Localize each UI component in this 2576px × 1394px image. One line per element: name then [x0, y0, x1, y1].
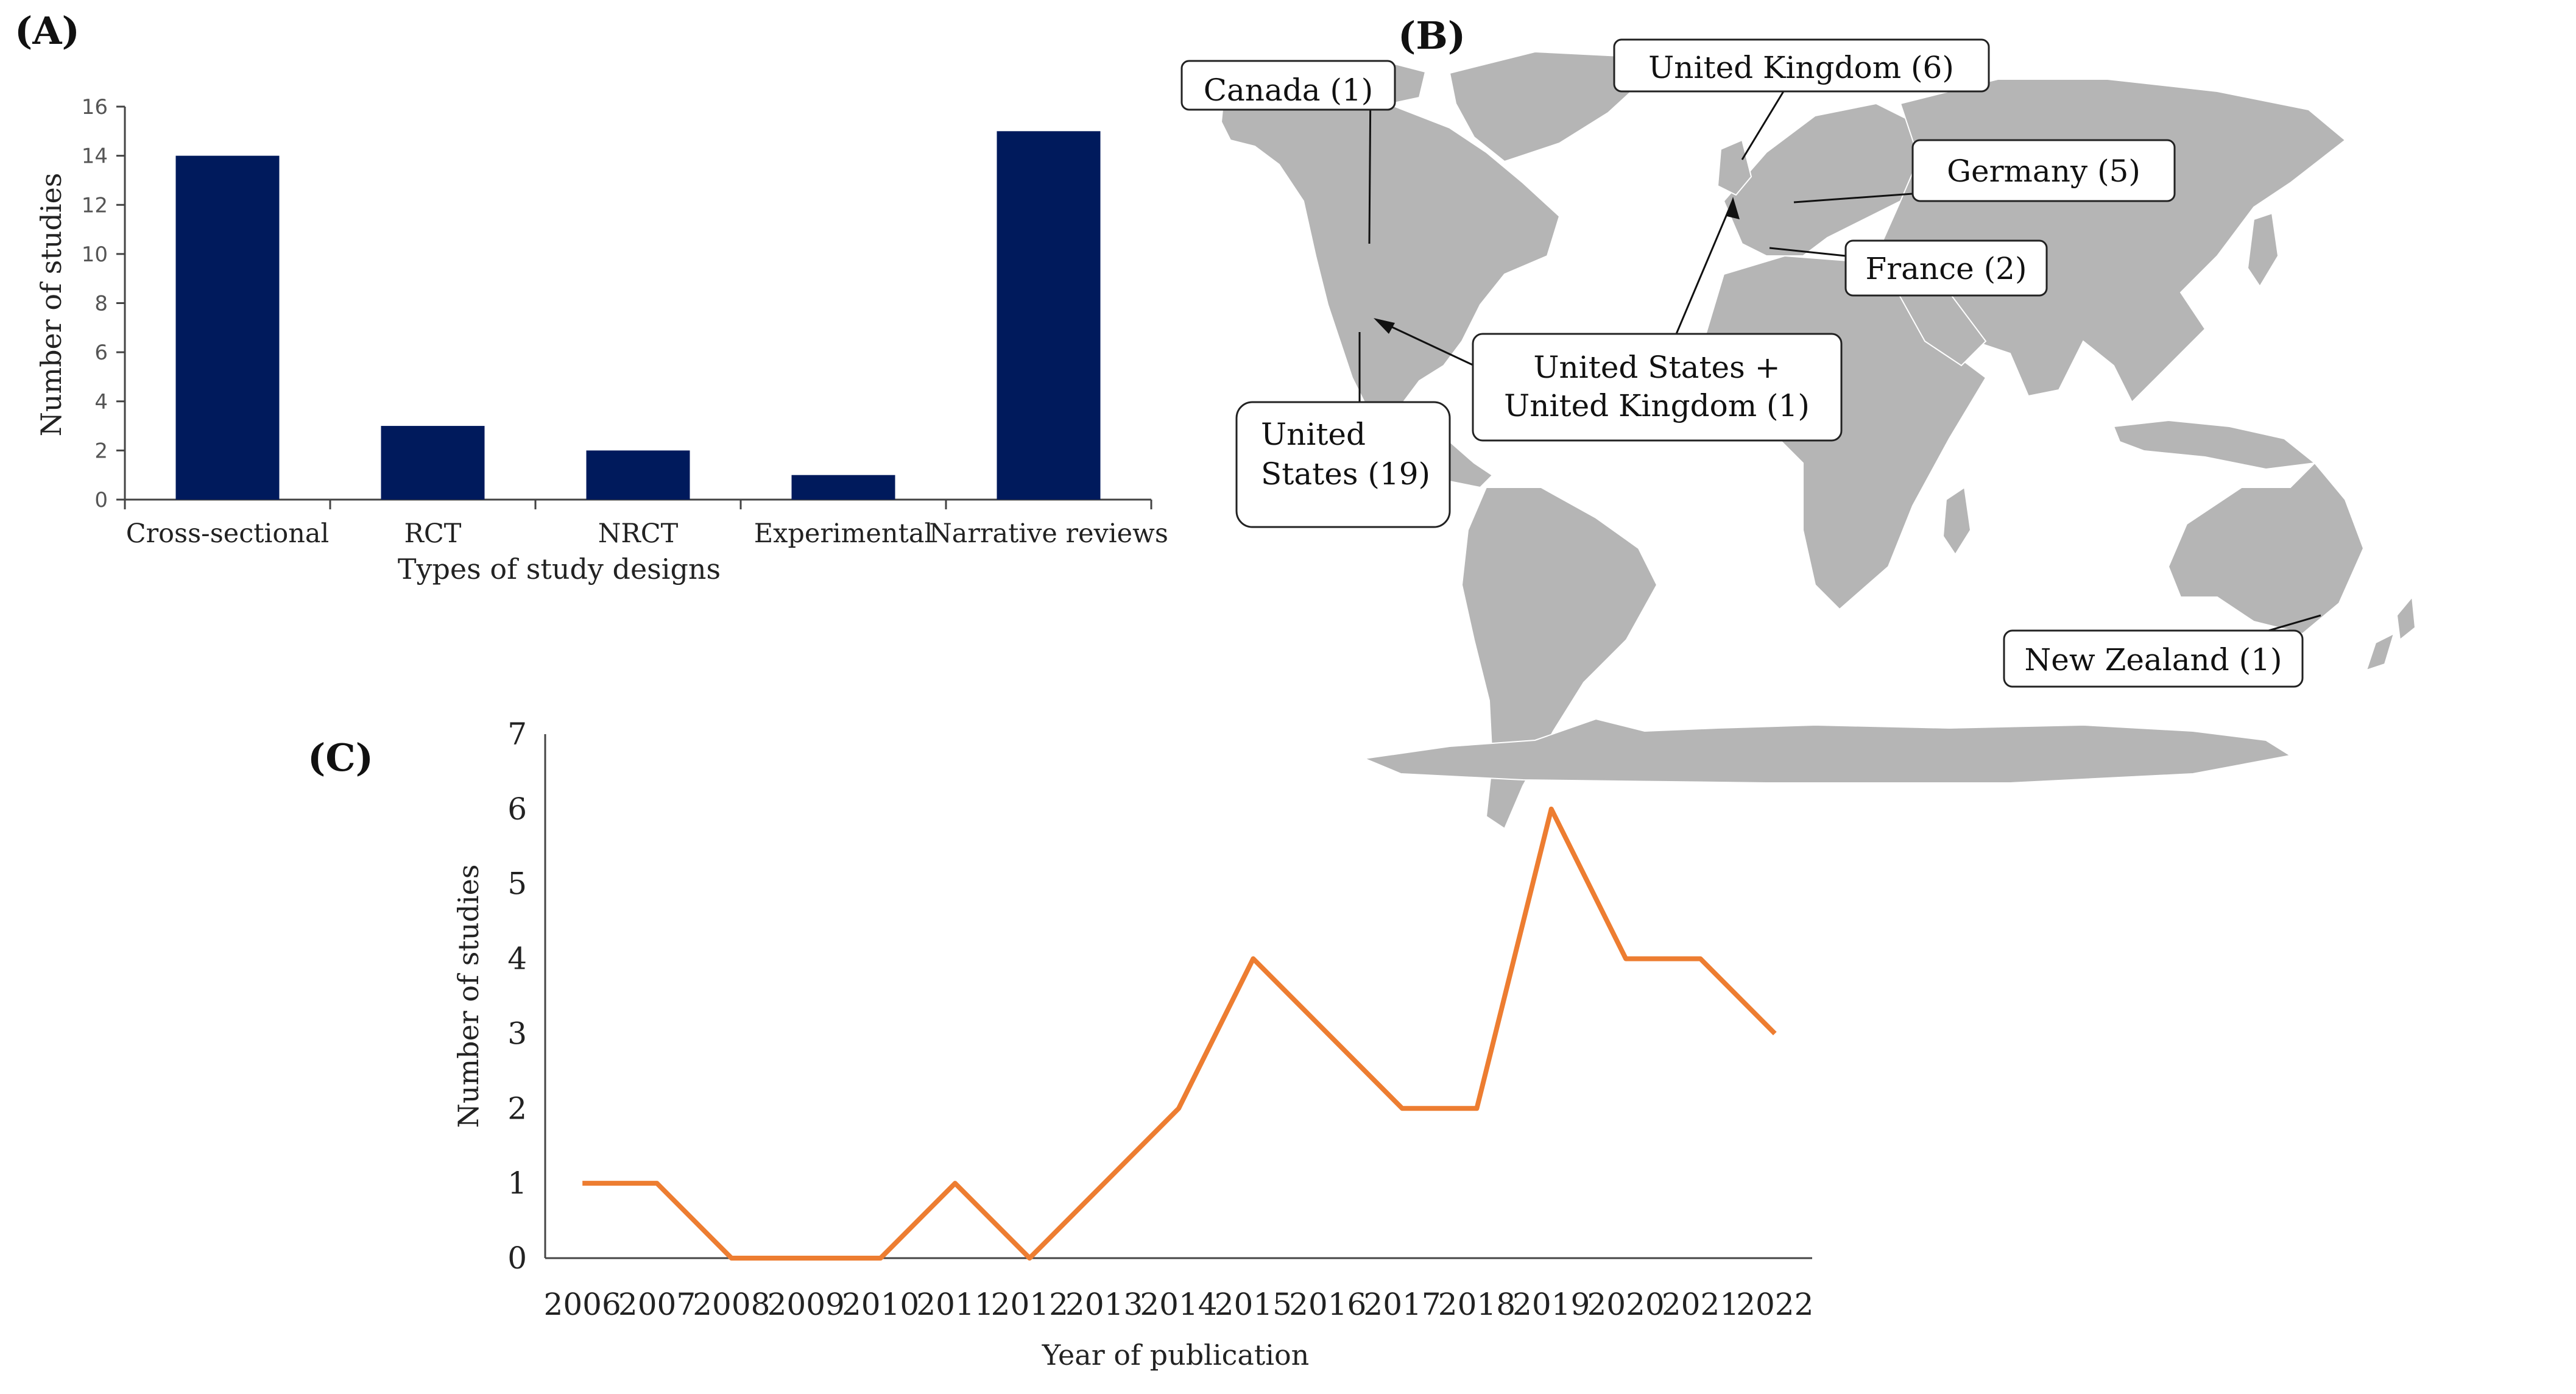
panel-a-y-tick-label: 0	[94, 488, 108, 512]
panel-c-series-line	[582, 806, 1777, 1261]
panel-a-y-tick-label: 6	[94, 341, 108, 365]
indonesia-shape	[2112, 419, 2317, 470]
panel-a-category-labels: Cross-sectional RCT NRCT ExperimentalNarrat…	[126, 518, 1168, 549]
panel-a-category-label: NRCT	[598, 518, 679, 549]
panel-c-label: (C)	[308, 735, 373, 780]
callout-us-box	[1235, 401, 1451, 528]
panel-a-bar-chart: (A) 0 2 4 6 8 10 12 14 16 Cross-sectional RCT NRCT…	[15, 9, 1168, 586]
callout-canada: Canada (1)	[1180, 60, 1396, 111]
panel-c-year-label: 2009	[768, 1287, 845, 1322]
panel-a-category-label: Cross-sectional	[126, 518, 330, 549]
panel-c-y-tick-label: 5	[507, 866, 527, 902]
panel-c-year-label: 2017	[1363, 1287, 1441, 1322]
panel-c-year-label: 2018	[1438, 1287, 1516, 1322]
panel-a-category-label: Experimental	[754, 518, 933, 549]
panel-c-year-label: 2011	[916, 1287, 993, 1322]
panel-b-world-map: (B)	[1180, 13, 2416, 830]
callout-uk-text: United Kingdom (6)	[1648, 50, 1954, 85]
panel-c-y-tick-label: 2	[507, 1091, 527, 1126]
panel-c-year-label: 2012	[991, 1287, 1068, 1322]
panel-c-y-tick-label: 4	[507, 941, 527, 977]
us-uk-connector-uk	[1675, 199, 1734, 334]
panel-c-axes: 0 1 2 3 4 5 6 7	[507, 716, 1812, 1276]
panel-a-y-tick-label: 2	[94, 439, 108, 463]
panel-c-y-tick-label: 7	[507, 716, 527, 752]
greenland-shape	[1449, 51, 1646, 163]
map-arrowheads	[1374, 197, 1740, 334]
panel-a-y-tick-label: 16	[82, 95, 108, 119]
panel-c-year-label: 2007	[618, 1287, 696, 1322]
panel-a-category-label: RCT	[404, 518, 462, 549]
us-arrowhead	[1374, 318, 1395, 334]
callout-us-uk-box	[1472, 333, 1843, 442]
callout-france-box	[1844, 239, 2048, 297]
callout-france: France (2)	[1844, 239, 2048, 297]
uk-connector	[1741, 91, 1785, 160]
uk-arrowhead	[1727, 197, 1740, 219]
panel-a-y-tick-label: 8	[94, 292, 108, 316]
panel-c-y-tick-label: 0	[507, 1240, 527, 1276]
callout-canada-box	[1180, 60, 1396, 111]
panel-c-y-tick-label: 6	[507, 791, 527, 827]
panel-c-y-axis-title: Number of studies	[452, 865, 485, 1128]
panel-a-y-tick-label: 14	[82, 144, 108, 169]
new-zealand-shape	[2365, 595, 2416, 671]
panel-c-year-label: 2020	[1587, 1287, 1664, 1322]
panel-c-year-label: 2010	[842, 1287, 919, 1322]
callout-canada-text: Canada (1)	[1204, 73, 1374, 108]
callout-us-uk-line1: United States +	[1533, 350, 1780, 385]
japan-shape	[2246, 212, 2279, 288]
madagascar-shape	[1942, 486, 1972, 556]
panel-a-bar	[381, 426, 485, 500]
panel-c-year-label: 2021	[1662, 1287, 1739, 1322]
callout-france-text: France (2)	[1866, 251, 2027, 286]
callout-germany: Germany (5)	[1911, 139, 2176, 202]
panel-a-y-tick-label: 12	[82, 193, 108, 218]
panel-a-bars	[175, 131, 1101, 500]
panel-c-x-axis-title: Year of publication	[1042, 1339, 1310, 1371]
panel-a-bar	[586, 450, 690, 500]
callout-nz-box	[2003, 629, 2304, 688]
panel-c-year-label: 2019	[1512, 1287, 1590, 1322]
panel-a-y-axis-title: Number of studies	[35, 173, 68, 437]
panel-a-y-tick-label: 10	[82, 242, 108, 267]
callout-germany-box	[1911, 139, 2176, 202]
panel-a-category-label: Narrative reviews	[929, 518, 1168, 549]
us-uk-connector-us	[1376, 319, 1475, 367]
callout-uk-box	[1613, 38, 1990, 93]
australia-shape	[2167, 462, 2365, 635]
callout-us-uk: United States + United Kingdom (1)	[1472, 333, 1843, 442]
panel-c-year-label: 2022	[1736, 1287, 1813, 1322]
panel-c-y-tick-label: 3	[507, 1016, 527, 1051]
panel-c-year-label: 2015	[1215, 1287, 1292, 1322]
panel-a-x-axis-title: Types of study designs	[398, 553, 721, 586]
callout-us-line2: States (19)	[1261, 456, 1430, 492]
callout-us: United States (19)	[1235, 401, 1451, 528]
panel-a-bar	[175, 155, 280, 500]
panel-c-y-tick-label: 1	[507, 1166, 527, 1201]
panel-c-year-label: 2016	[1289, 1287, 1366, 1322]
callout-uk: United Kingdom (6)	[1613, 38, 1990, 93]
callout-nz-text: New Zealand (1)	[2025, 642, 2282, 678]
british-isles-shape	[1717, 139, 1752, 196]
panel-a-y-tick-label: 4	[94, 390, 108, 414]
panel-c-year-labels: 2006200720082009201020112012201320142015…	[544, 1287, 1814, 1322]
panel-a-bar	[997, 131, 1101, 500]
callout-nz: New Zealand (1)	[2003, 629, 2304, 688]
panel-c-series	[582, 806, 1777, 1261]
callout-us-line1: United	[1261, 417, 1366, 452]
panel-a-label: (A)	[15, 9, 80, 53]
panel-c-year-label: 2013	[1065, 1287, 1143, 1322]
panel-c-year-label: 2006	[544, 1287, 621, 1322]
panel-c-year-label: 2008	[693, 1287, 770, 1322]
callout-us-uk-line2: United Kingdom (1)	[1504, 388, 1810, 423]
panel-c-year-label: 2014	[1140, 1287, 1217, 1322]
panel-a-axes: 0 2 4 6 8 10 12 14 16	[82, 95, 1152, 512]
antarctica-shape	[1362, 718, 2292, 784]
panel-a-bar	[791, 475, 895, 500]
callout-germany-text: Germany (5)	[1947, 154, 2140, 189]
panel-b-label: (B)	[1398, 13, 1466, 58]
